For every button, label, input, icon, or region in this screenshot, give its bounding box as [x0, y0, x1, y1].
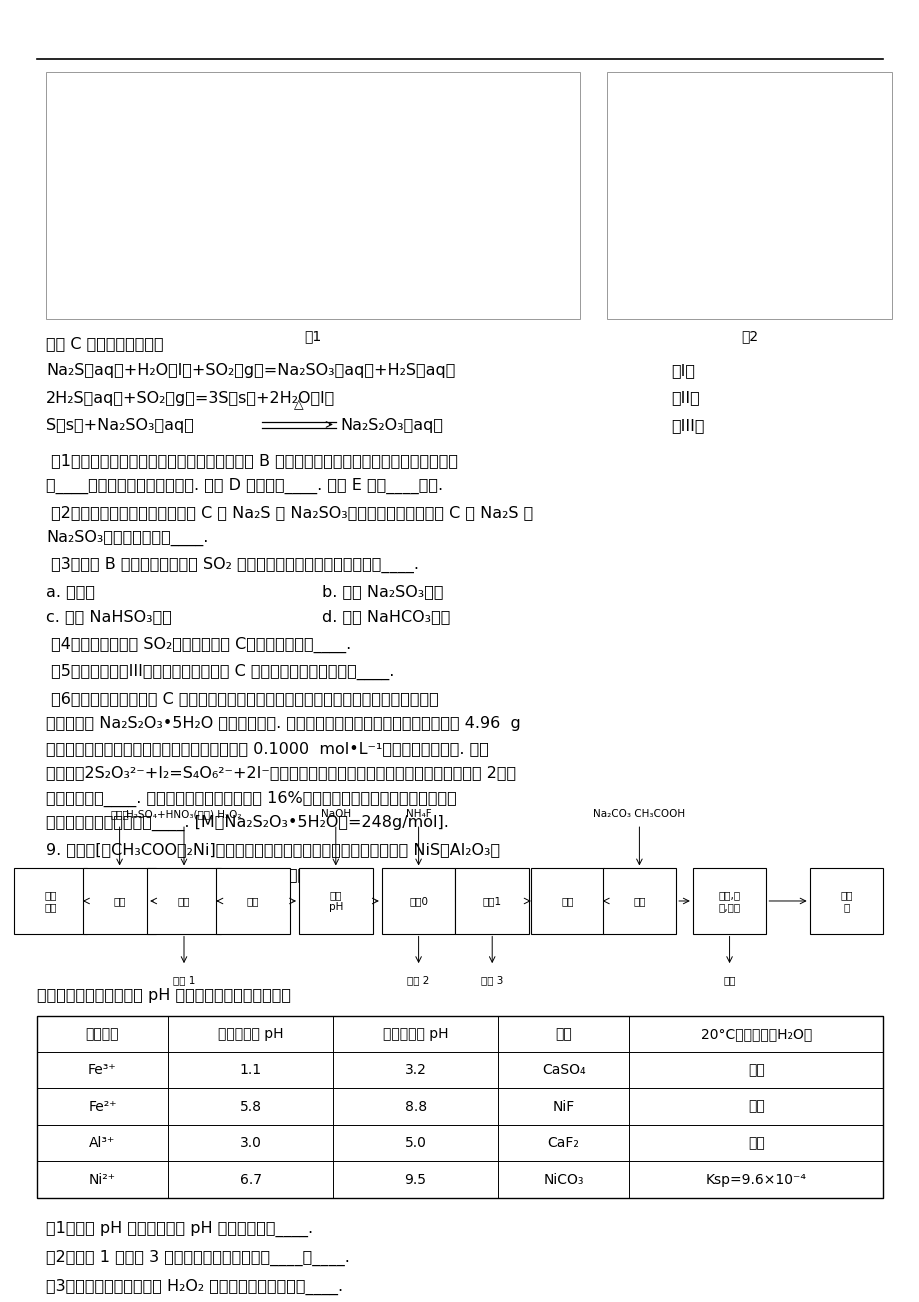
Text: 3.2: 3.2: [404, 1064, 426, 1077]
Text: 滤渣 1: 滤渣 1: [173, 975, 195, 986]
Text: S（s）+Na₂SO₃（aq）: S（s）+Na₂SO₃（aq）: [46, 418, 194, 434]
Text: 沉淤0: 沉淤0: [409, 896, 427, 906]
Text: 滤渣 2: 滤渣 2: [407, 975, 429, 986]
Bar: [692, 868, 766, 934]
Text: 1.1: 1.1: [239, 1064, 261, 1077]
Text: NiCO₃: NiCO₃: [543, 1173, 584, 1186]
Text: c. 饱和 NaHSO₃溶液: c. 饱和 NaHSO₃溶液: [46, 609, 172, 625]
Text: （1）仓器组装完成后，关闭两端活塞，向装置 B 中的长颈漏斗内注入液体至形成一段液注，: （1）仓器组装完成后，关闭两端活塞，向装置 B 中的长颈漏斗内注入液体至形成一段…: [46, 453, 458, 469]
Text: 9. 醒酸镁[（CH₃COO）₂Ni]是一种重要的化工原料，一种以含镁废料（含 NiS、Al₂O₃、: 9. 醒酸镁[（CH₃COO）₂Ni]是一种重要的化工原料，一种以含镁废料（含 …: [46, 842, 500, 858]
Text: （主要含有 Na₂S₂O₃•5H₂O 和其他杂质）. 某兴趣小组为测定该产品纯度，准确称取 4.96  g: （主要含有 Na₂S₂O₃•5H₂O 和其他杂质）. 某兴趣小组为测定该产品纯度…: [46, 716, 520, 732]
Bar: [607, 72, 891, 319]
Text: 洗浤,蒸
发,结晶: 洗浤,蒸 发,结晶: [718, 891, 740, 911]
Text: 5.8: 5.8: [239, 1100, 261, 1113]
Text: Fe²⁺: Fe²⁺: [88, 1100, 117, 1113]
Text: 沉淤1: 沉淤1: [482, 896, 501, 906]
Text: NaOH: NaOH: [321, 809, 350, 819]
Text: CaSO₄: CaSO₄: [541, 1064, 584, 1077]
Bar: [602, 868, 675, 934]
Text: 8.8: 8.8: [404, 1100, 426, 1113]
Text: 沉镁: 沉镁: [561, 896, 573, 906]
Text: Fe³⁺: Fe³⁺: [88, 1064, 117, 1077]
Text: 烧瓶 C 中发生反应如下：: 烧瓶 C 中发生反应如下：: [46, 336, 164, 352]
Text: CaF₂: CaF₂: [547, 1137, 579, 1150]
Text: Na₂S（aq）+H₂O（l）+SO₂（g）=Na₂SO₃（aq）+H₂S（aq）: Na₂S（aq）+H₂O（l）+SO₂（g）=Na₂SO₃（aq）+H₂S（aq…: [46, 363, 455, 379]
Text: 图2: 图2: [741, 329, 757, 344]
Bar: [530, 868, 604, 934]
Text: Na₂S₂O₃（aq）: Na₂S₂O₃（aq）: [340, 418, 443, 434]
Text: 滤出渣: 滤出渣: [110, 809, 129, 819]
Bar: [37, 1016, 882, 1198]
Text: 调节
pH: 调节 pH: [328, 891, 343, 911]
Text: 醒酸
镁: 醒酸 镁: [839, 891, 852, 911]
Text: （3）装置 B 的作用之一是观察 SO₂ 的生成速率，其中的液体最好选择____.: （3）装置 B 的作用之一是观察 SO₂ 的生成速率，其中的液体最好选择____…: [46, 557, 418, 573]
Text: 可溶: 可溶: [747, 1100, 764, 1113]
Text: d. 饱和 NaHCO₃溶液: d. 饱和 NaHCO₃溶液: [322, 609, 450, 625]
Text: （I）: （I）: [671, 363, 695, 379]
Text: 沉淤完全的 pH: 沉淤完全的 pH: [382, 1027, 448, 1040]
Text: （II）: （II）: [671, 391, 699, 406]
Text: 酸溶: 酸溶: [632, 896, 645, 906]
Text: 2H₂S（aq）+SO₂（g）=3S（s）+2H₂O（l）: 2H₂S（aq）+SO₂（g）=3S（s）+2H₂O（l）: [46, 391, 335, 406]
Bar: [455, 868, 528, 934]
Text: 相关离子生成氢氧化物的 pH 和相关物质的溶解性如表：: 相关离子生成氢氧化物的 pH 和相关物质的溶解性如表：: [37, 988, 290, 1004]
Bar: [14, 868, 87, 934]
Text: （6）反应终止后，烧瓶 C 中的溶液经蕲发浓缩冷却，过滤，洗浤，干燥，即得到粗产品: （6）反应终止后，烧瓶 C 中的溶液经蕲发浓缩冷却，过滤，洗浤，干燥，即得到粗产…: [46, 691, 438, 707]
Bar: [147, 868, 221, 934]
Text: 滤液: 滤液: [722, 975, 735, 986]
Text: Al³⁺: Al³⁺: [89, 1137, 116, 1150]
Text: 微溶: 微溶: [747, 1064, 764, 1077]
Text: 原理为：2S₂O₃²⁻+I₂=S₄O₆²⁻+2I⁻，滴定至终点时，滴定起始和终点的液面位置如图 2，则: 原理为：2S₂O₃²⁻+I₂=S₄O₆²⁻+2I⁻，滴定至终点时，滴定起始和终点…: [46, 766, 516, 781]
Text: Ni²⁺: Ni²⁺: [89, 1173, 116, 1186]
Text: 酸浸: 酸浸: [177, 896, 190, 906]
Text: （3）写出氧化步骤中加入 H₂O₂ 发生反应的离子方程式____.: （3）写出氧化步骤中加入 H₂O₂ 发生反应的离子方程式____.: [46, 1279, 343, 1294]
Text: 若____，则整个装置气密性良好. 装置 D 的作用是____. 装置 E 中为____溶液.: 若____，则整个装置气密性良好. 装置 D 的作用是____. 装置 E 中为…: [46, 478, 443, 493]
Text: Ksp=9.6×10⁻⁴: Ksp=9.6×10⁻⁴: [705, 1173, 806, 1186]
Text: （1）调节 pH 步骤中，溶液 pH 的调节范围是____.: （1）调节 pH 步骤中，溶液 pH 的调节范围是____.: [46, 1221, 312, 1237]
Bar: [809, 868, 882, 934]
Text: 6.7: 6.7: [239, 1173, 261, 1186]
Bar: [381, 868, 455, 934]
Bar: [46, 72, 579, 319]
Text: 产品，用适量蕲馅水溶解，以淠粉作指示剂，用 0.1000  mol•L⁻¹碘的标准溶液滴定. 反应: 产品，用适量蕲馅水溶解，以淠粉作指示剂，用 0.1000 mol•L⁻¹碘的标准…: [46, 741, 488, 756]
Text: FeO、CaO、SiO₂）为原料，制取醒酸镁的工艺流程图如下：: FeO、CaO、SiO₂）为原料，制取醒酸镁的工艺流程图如下：: [46, 867, 346, 883]
Bar: [216, 868, 289, 934]
Text: 难溶: 难溶: [747, 1137, 764, 1150]
Text: 滤渣 3: 滤渣 3: [481, 975, 503, 986]
Text: 5.0: 5.0: [404, 1137, 426, 1150]
Bar: [299, 868, 372, 934]
Text: 开始沉淤的 pH: 开始沉淤的 pH: [218, 1027, 283, 1040]
Text: NH₄F: NH₄F: [405, 809, 431, 819]
Text: 物质: 物质: [555, 1027, 572, 1040]
Text: （III）: （III）: [671, 418, 704, 434]
Text: 金属离子: 金属离子: [85, 1027, 119, 1040]
Text: 产品的纯度为____. 经仓器分析，该产品纯度为 16%，分析该兴趣小组测定产品纯度偏差: 产品的纯度为____. 经仓器分析，该产品纯度为 16%，分析该兴趣小组测定产品…: [46, 790, 456, 806]
Text: 的原因（忽略人为误差）____. [M（Na₂S₂O₃•5H₂O）=248g/mol].: 的原因（忽略人为误差）____. [M（Na₂S₂O₃•5H₂O）=248g/m…: [46, 815, 448, 831]
Bar: [83, 868, 156, 934]
Text: 3.0: 3.0: [239, 1137, 261, 1150]
Text: （2）为提高产品纯度，应使烧瓶 C 中 Na₂S 和 Na₂SO₃恰好完全反应，则烧瓶 C 中 Na₂S 和: （2）为提高产品纯度，应使烧瓶 C 中 Na₂S 和 Na₂SO₃恰好完全反应，…: [46, 505, 533, 521]
Text: 含镁
废料: 含镁 废料: [44, 891, 57, 911]
Text: H₂SO₄+HNO₃(少量) H₂O₂: H₂SO₄+HNO₃(少量) H₂O₂: [126, 809, 242, 819]
Text: Na₂CO₃ CH₃COOH: Na₂CO₃ CH₃COOH: [593, 809, 685, 819]
Text: 20°C时溢解性（H₂O）: 20°C时溢解性（H₂O）: [700, 1027, 811, 1040]
Text: Na₂SO₃物质的量之比为____.: Na₂SO₃物质的量之比为____.: [46, 530, 208, 546]
Text: （2）滤液 1 和滤液 3 主取成分的化学式分别是____、____.: （2）滤液 1 和滤液 3 主取成分的化学式分别是____、____.: [46, 1250, 349, 1266]
Text: NiF: NiF: [552, 1100, 574, 1113]
Text: 9.5: 9.5: [404, 1173, 426, 1186]
Text: 氧化: 氧化: [246, 896, 259, 906]
Text: （4）实验中，为使 SO₂缓慢进入烧瓶 C，采用的操作是____.: （4）实验中，为使 SO₂缓慢进入烧瓶 C，采用的操作是____.: [46, 637, 351, 652]
Text: （5）已知反应（III）相对较慢，则烧瓶 C 中反应达到终点的现象是____.: （5）已知反应（III）相对较慢，则烧瓶 C 中反应达到终点的现象是____.: [46, 664, 394, 680]
Text: 图1: 图1: [304, 329, 321, 344]
Text: a. 蒋馅水: a. 蒋馅水: [46, 585, 95, 600]
Text: △: △: [294, 398, 303, 411]
Text: 粉碎: 粉碎: [113, 896, 126, 906]
Text: b. 饱和 Na₂SO₃溶液: b. 饱和 Na₂SO₃溶液: [322, 585, 443, 600]
